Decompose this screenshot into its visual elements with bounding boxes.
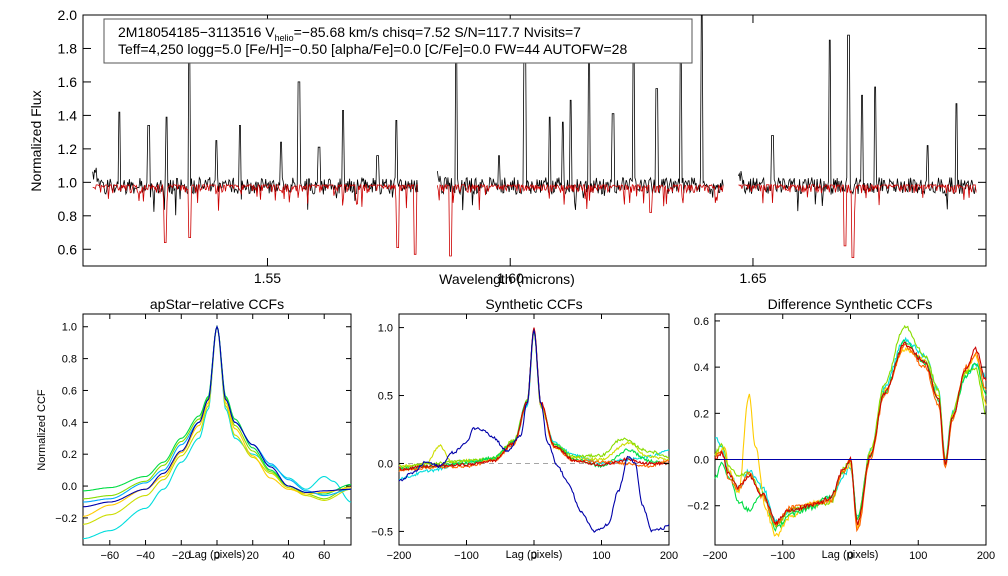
y-tick-label: 1.0	[62, 322, 77, 334]
spectrum-ticks: 1.55 1.60 1.65 0.6 0.8 1.0 1.2 1.4 1.6 1.8 2.0	[58, 7, 986, 286]
y-tick-label: −0.2	[55, 513, 77, 525]
x-tick-label: 100	[909, 550, 927, 562]
x-tick-label: 1.60	[497, 270, 524, 286]
info-line-1-subscript: helio	[275, 33, 294, 43]
ccf-synthetic-xlabel: Lag (pixels)	[506, 549, 563, 561]
y-tick-label: 1.4	[58, 107, 78, 123]
ccf-synthetic-ticks: −200 −100 0 100 200 −0.5 0.0 0.5 1.0	[371, 314, 678, 562]
info-box-frame	[103, 18, 693, 64]
x-tick-label: 1.65	[739, 270, 766, 286]
model-spectrum-chip-3	[738, 183, 977, 258]
y-tick-label: 0.8	[62, 354, 77, 366]
spectrum-axes-frame	[82, 14, 987, 267]
x-tick-label: −100	[454, 550, 479, 562]
y-tick-label: −0.2	[687, 501, 709, 513]
ccf-series-visit-3	[83, 325, 351, 500]
x-tick-label: −40	[136, 550, 155, 562]
spectrum-panel: 1.55 1.60 1.65 0.6 0.8 1.0 1.2 1.4 1.6 1.8 2.0 Wav…	[28, 7, 987, 287]
info-line-1: 2M18054185−3113516 Vhelio=−85.68 km/s ch…	[118, 24, 581, 43]
y-tick-label: 2.0	[58, 7, 78, 23]
info-line-1-star: 2M18054185−3113516 V	[118, 24, 275, 40]
x-tick-label: 200	[660, 550, 678, 562]
ccf-series-visit-4	[714, 339, 987, 533]
ccf-difference-axes-frame	[714, 313, 987, 546]
y-tick-label: 0.2	[694, 408, 709, 420]
y-tick-label: 0.6	[58, 241, 78, 257]
y-tick-label: 0.8	[58, 208, 78, 224]
model-spectrum-chip-1	[92, 183, 419, 255]
ccf-apstar-axes-frame	[82, 313, 352, 546]
ccf-difference-title: Difference Synthetic CCFs	[768, 296, 933, 312]
x-tick-label: −100	[770, 550, 795, 562]
y-tick-label: 1.0	[378, 323, 393, 335]
ccf-difference-xlabel: Lag (pixels)	[822, 549, 879, 561]
spectrum-data	[92, 14, 977, 258]
y-tick-label: 0.5	[378, 390, 393, 402]
x-tick-label: −60	[100, 550, 119, 562]
y-tick-label: −0.5	[371, 526, 393, 538]
info-line-2: Teff=4,250 logg=5.0 [Fe/H]=−0.50 [alpha/…	[118, 41, 627, 57]
observed-spectrum-chip-1	[92, 34, 419, 216]
ccf-synthetic-title: Synthetic CCFs	[485, 296, 582, 312]
y-tick-label: 1.0	[58, 174, 78, 190]
x-tick-label: 100	[592, 550, 610, 562]
ccf-series-visit-6	[714, 341, 987, 526]
y-tick-label: 0.4	[694, 362, 709, 374]
x-tick-label: −20	[172, 550, 191, 562]
ccf-series-combined	[82, 325, 351, 508]
x-tick-label: 0	[531, 550, 537, 562]
spectrum-ylabel: Normalized Flux	[28, 90, 44, 191]
ccf-difference-data	[714, 324, 987, 538]
ccf-series-visit-6	[83, 325, 352, 503]
ccf-series-visit-1	[83, 324, 352, 540]
ccf-apstar-ticks: −60 −40 −20 0 20 40 60 −0.2 0.0 0.2 0.4 0.6 0.8 1.0	[55, 314, 351, 562]
ccf-series-visit-6	[399, 327, 670, 471]
ccf-synthetic-axes-frame	[398, 313, 670, 546]
x-tick-label: 60	[318, 550, 330, 562]
ccf-series-visit-2	[398, 329, 670, 468]
ccf-difference-panel: −200 −100 0 100 200 −0.2 0.0 0.2 0.4 0.6 Differen…	[687, 296, 995, 562]
ccf-series-visit-1	[714, 336, 987, 525]
ccf-difference-ticks: −200 −100 0 100 200 −0.2 0.0 0.2 0.4 0.6	[687, 314, 995, 562]
y-tick-label: 0.6	[694, 316, 709, 328]
ccf-series-visit-2	[714, 345, 987, 538]
ccf-apstar-ylabel: Normalized CCF	[36, 389, 48, 471]
ccf-apstar-panel: −60 −40 −20 0 20 40 60 −0.2 0.0 0.2 0.4 0.6 0.8 1.0 a…	[36, 296, 352, 562]
y-tick-label: 0.0	[378, 458, 393, 470]
y-tick-label: 0.4	[62, 417, 77, 429]
ccf-synthetic-panel: −200 −100 0 100 200 −0.5 0.0 0.5 1.0 Synthetic C…	[371, 296, 678, 562]
ccf-apstar-title: apStar−relative CCFs	[150, 296, 284, 312]
ccf-series-visit-4	[83, 325, 351, 495]
ccf-series-visit-3	[714, 324, 987, 529]
y-tick-label: 0.6	[62, 385, 77, 397]
x-tick-label: 200	[977, 550, 995, 562]
x-tick-label: 40	[282, 550, 294, 562]
x-tick-label: 0	[214, 550, 220, 562]
x-tick-label: −200	[387, 550, 412, 562]
spectrum-xlabel: Wavelength (microns)	[439, 271, 575, 287]
ccf-synthetic-data	[398, 327, 670, 533]
ccf-apstar-data	[82, 324, 352, 540]
x-tick-label: 0	[847, 550, 853, 562]
spectrum-info-box: 2M18054185−3113516 Vhelio=−85.68 km/s ch…	[103, 18, 693, 64]
x-tick-label: 1.55	[254, 270, 281, 286]
x-tick-label: −200	[703, 550, 728, 562]
y-tick-label: 1.6	[58, 74, 78, 90]
y-tick-label: 0.0	[62, 481, 77, 493]
y-tick-label: 1.2	[58, 141, 78, 157]
y-tick-label: 0.2	[62, 449, 77, 461]
ccf-series-visit-3	[399, 330, 670, 470]
ccf-series-combined	[398, 328, 670, 533]
model-spectrum-chip-2	[437, 183, 724, 257]
ccf-apstar-xlabel: Lag (pixels)	[189, 549, 246, 561]
ccf-series-visit-4	[398, 329, 670, 471]
y-tick-label: 0.0	[694, 454, 709, 466]
info-line-1-stats: =−85.68 km/s chisq=7.52 S/N=117.7 Nvisit…	[294, 24, 582, 40]
x-tick-label: 20	[247, 550, 259, 562]
y-tick-label: 1.8	[58, 41, 78, 57]
